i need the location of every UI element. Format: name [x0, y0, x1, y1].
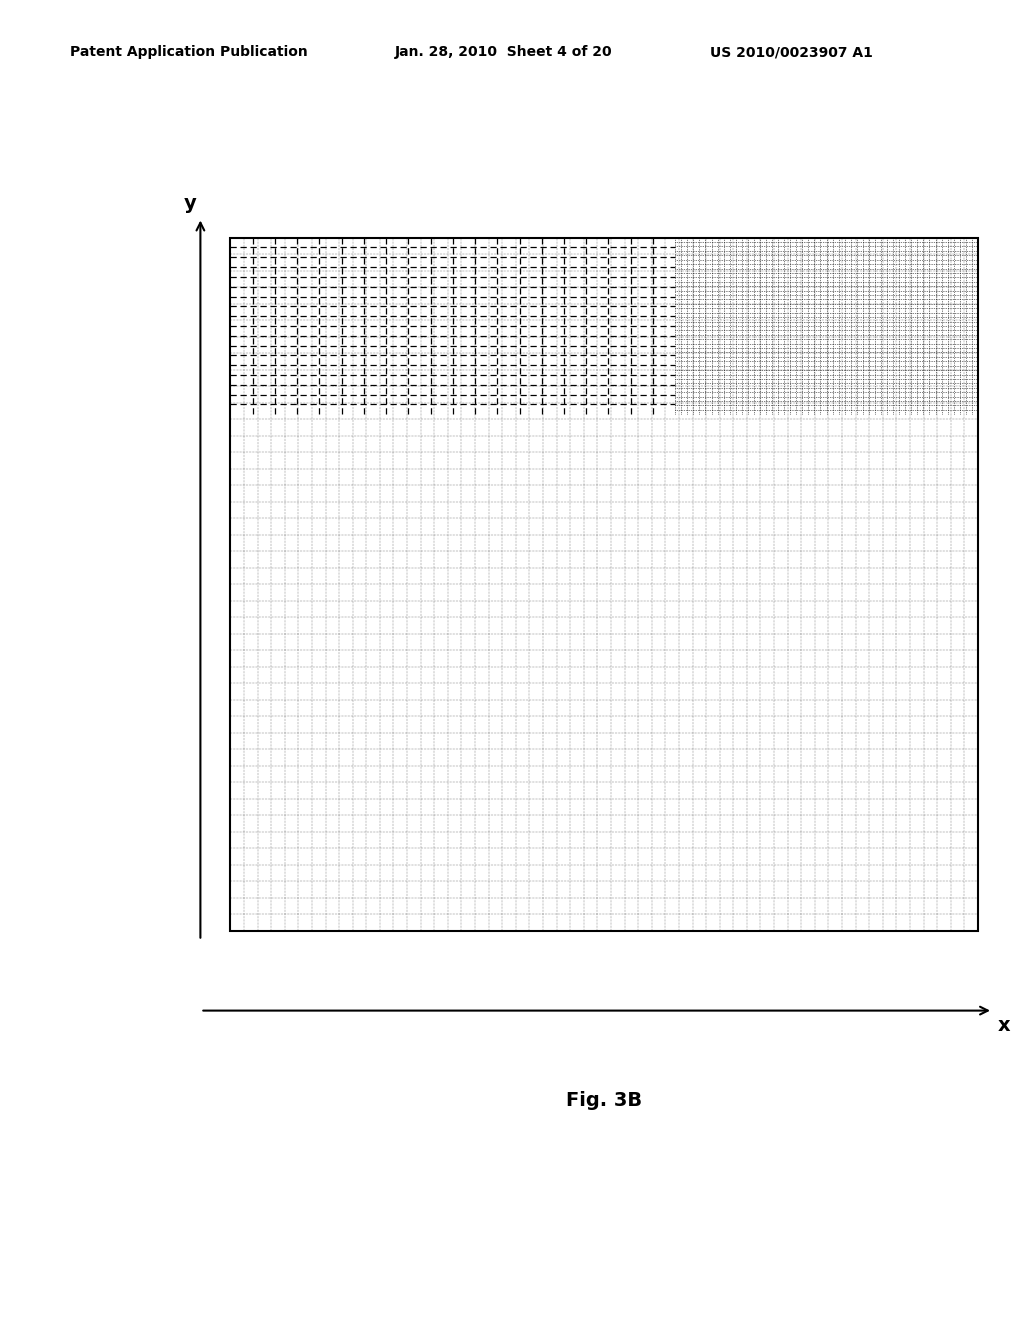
Text: y: y: [184, 194, 197, 213]
Text: Patent Application Publication: Patent Application Publication: [70, 45, 308, 59]
Text: US 2010/0023907 A1: US 2010/0023907 A1: [710, 45, 872, 59]
Text: Fig. 3B: Fig. 3B: [566, 1090, 642, 1110]
Text: Jan. 28, 2010  Sheet 4 of 20: Jan. 28, 2010 Sheet 4 of 20: [395, 45, 612, 59]
Text: x: x: [998, 1015, 1011, 1035]
